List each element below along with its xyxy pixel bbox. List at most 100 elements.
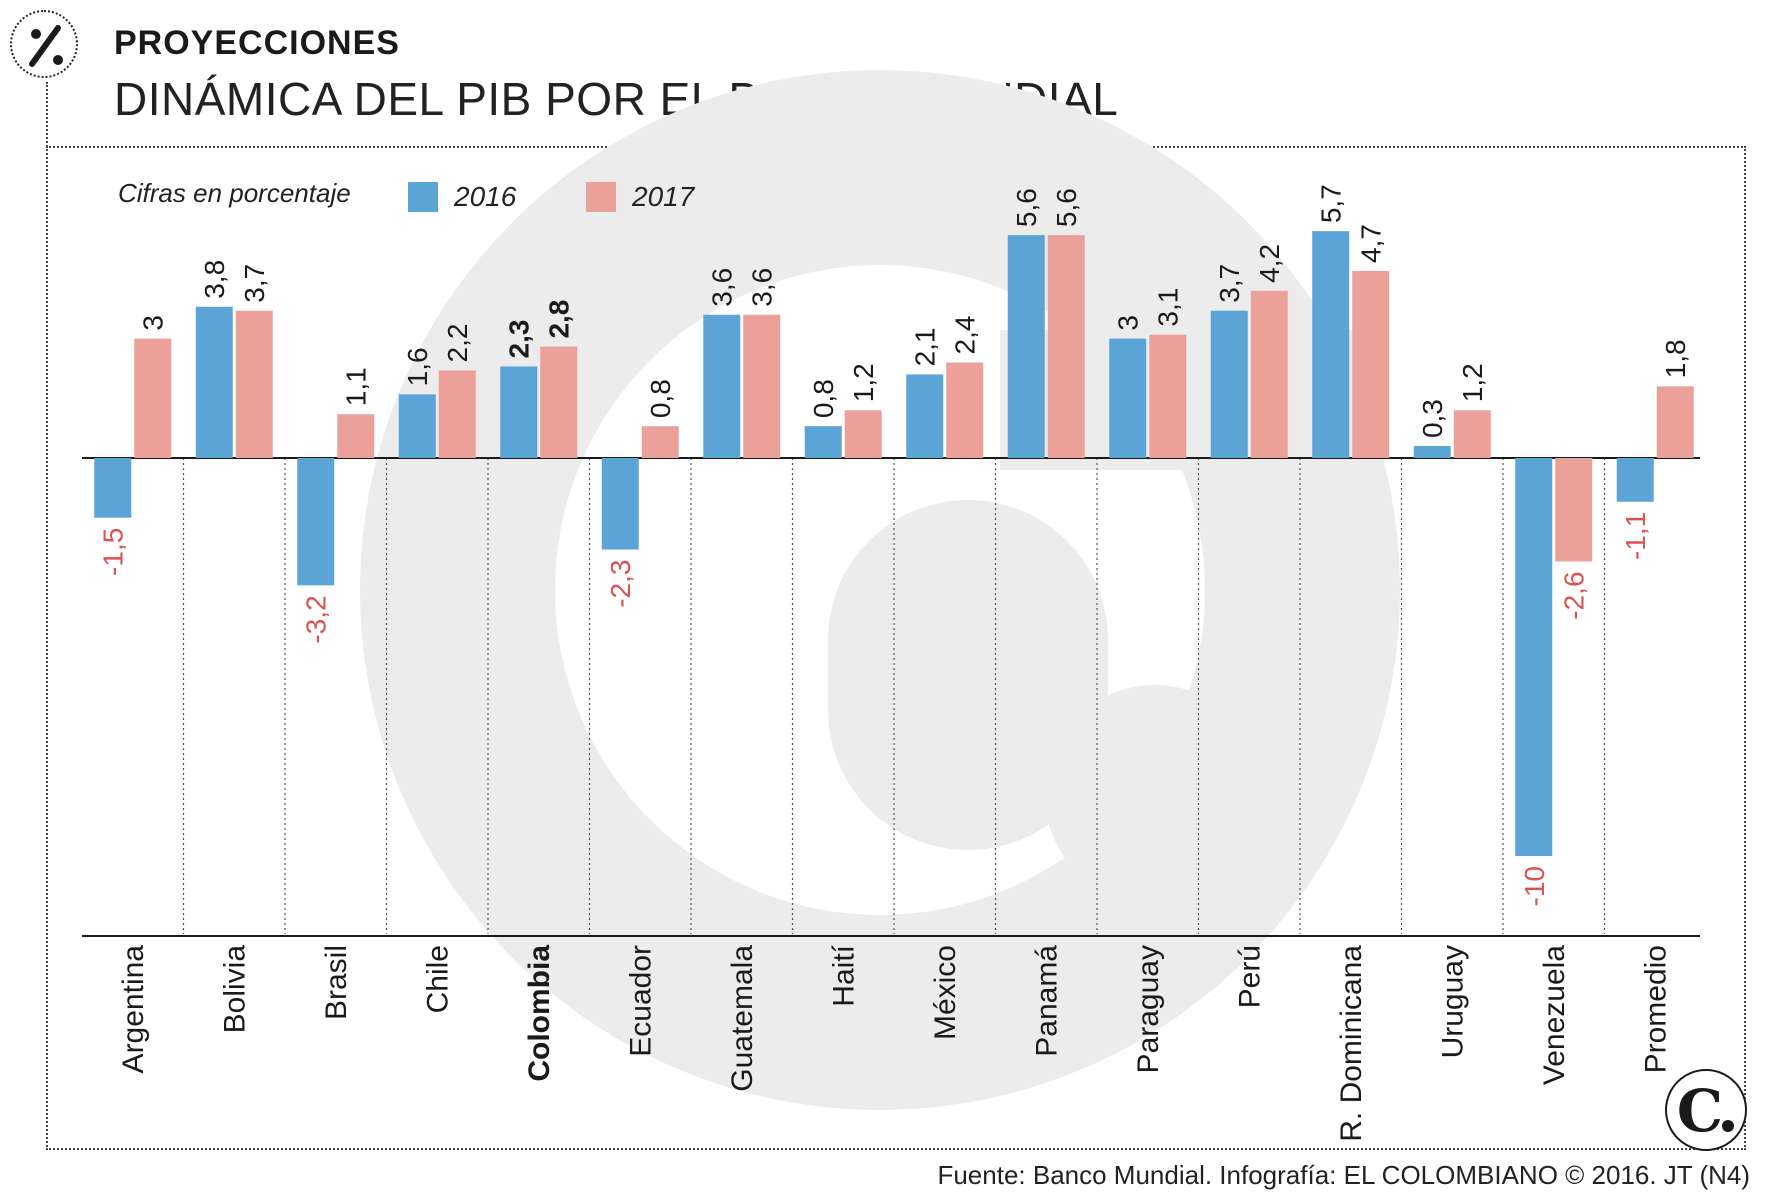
category-label: México [929,945,962,1040]
category-label: Ecuador [624,945,657,1057]
category-label: Colombia [523,945,556,1082]
legend-note: Cifras en porcentaje [118,178,351,208]
value-label-2017: 2,8 [544,300,575,339]
source-note: Fuente: Banco Mundial. Infografía: EL CO… [937,1160,1750,1190]
bar-2016 [601,458,639,550]
category-label: Uruguay [1436,945,1469,1058]
value-label-2016: 0,8 [808,379,839,418]
category-label: Perú [1233,945,1266,1008]
logo-letter: C [1677,1077,1723,1145]
legend: Cifras en porcentaje 2016 2017 [118,178,696,212]
bar-2016 [906,374,944,458]
bar-2017 [134,338,172,458]
category-label: Panamá [1030,945,1063,1057]
value-label-2016: 3 [1113,315,1144,331]
category-label: Argentina [117,945,150,1074]
bar-2016 [1109,338,1147,458]
value-label-2016: -3,2 [301,595,332,643]
bar-2016 [1616,458,1654,502]
bar-2016 [1515,458,1553,856]
percent-icon [10,10,78,78]
bar-2016 [703,314,741,458]
frame-left-border [46,82,48,1150]
value-label-2017: 3 [138,315,169,331]
legend-swatch-2017 [586,182,616,212]
value-label-2016: 1,6 [402,347,433,386]
value-label-2016: 3,6 [707,268,738,307]
kicker: PROYECCIONES [114,24,400,62]
bars [94,231,1694,856]
watermark-dot [1045,685,1265,905]
value-label-2017: 3,6 [747,268,778,307]
bar-2016 [1210,310,1248,458]
legend-label-2017: 2017 [631,181,696,212]
category-label: Paraguay [1132,945,1165,1073]
category-label: Venezuela [1538,945,1571,1085]
value-label-2016: -1,1 [1620,512,1651,560]
value-label-2017: 4,2 [1254,244,1285,283]
value-label-2016: -2,3 [605,560,636,608]
category-label: Guatemala [726,945,759,1092]
bar-2017 [540,346,578,458]
bar-2017 [743,314,781,458]
bar-2017 [438,370,476,458]
value-label-2017: 1,2 [848,363,879,402]
category-labels: Argentina Bolivia Brasil Chile Colombia Ecuad… [117,944,1673,1141]
category-label: Chile [421,945,454,1013]
value-label-2017: 1,2 [1457,363,1488,402]
bar-2017 [1047,235,1085,458]
bar-2017 [1250,290,1288,458]
value-label-2016: -1,5 [98,528,129,576]
bar-2016 [398,394,436,458]
value-label-2017: 1,1 [341,367,372,406]
bar-2017 [337,414,375,458]
bar-2017 [1656,386,1694,458]
value-label-2017: 2,2 [442,324,473,363]
legend-label-2016: 2016 [453,181,517,212]
value-label-2017: 2,4 [950,316,981,355]
bar-2016 [804,426,842,458]
category-label: Brasil [320,945,353,1020]
bar-2017 [1453,410,1491,458]
value-label-2016: 5,6 [1011,188,1042,227]
bar-2016 [1413,446,1451,458]
bar-2016 [297,458,335,586]
value-label-2016: 3,8 [199,260,230,299]
value-label-2017: -2,6 [1559,571,1590,619]
legend-swatch-2016 [408,182,438,212]
value-label-2017: 3,1 [1153,288,1184,327]
value-label-2017: 0,8 [645,379,676,418]
category-label: R. Dominicana [1335,945,1368,1142]
bar-2017 [641,426,679,458]
value-label-2016: 2,1 [910,327,941,366]
value-label-2017: 1,8 [1660,339,1691,378]
category-label: Bolivia [218,945,251,1034]
logo-dot [1722,1120,1734,1132]
value-label-2016: 5,7 [1316,184,1347,223]
value-label-2016: -10 [1519,866,1550,906]
bar-2016 [195,306,233,458]
bar-2017 [1149,334,1187,458]
category-label: Haití [827,944,860,1006]
bar-2017 [844,410,882,458]
watermark-logo [360,70,1400,1110]
value-label-2016: 2,3 [504,320,535,359]
el-colombiano-c-logo: C [1665,1069,1747,1151]
bar-2017 [1555,458,1593,562]
bar-2016 [94,458,132,518]
bar-2017 [235,310,273,458]
category-separators [182,458,1606,934]
bar-2016 [500,366,538,458]
category-label: Promedio [1639,945,1672,1073]
value-label-2017: 3,7 [239,264,270,303]
watermark-c-stroke [828,500,1108,850]
value-label-2017: 5,6 [1051,188,1082,227]
bar-2016 [1007,235,1045,458]
value-label-2016: 3,7 [1214,264,1245,303]
value-labels: -1,5 3 3,8 3,7 -3,2 1,1 1,6 2,2 2,3 2,8 -2,3 0,8 3,6… [98,184,1692,906]
bar-2017 [1352,270,1390,458]
value-label-2016: 0,3 [1417,399,1448,438]
bar-2016 [1312,231,1350,458]
bar-2017 [946,362,984,458]
